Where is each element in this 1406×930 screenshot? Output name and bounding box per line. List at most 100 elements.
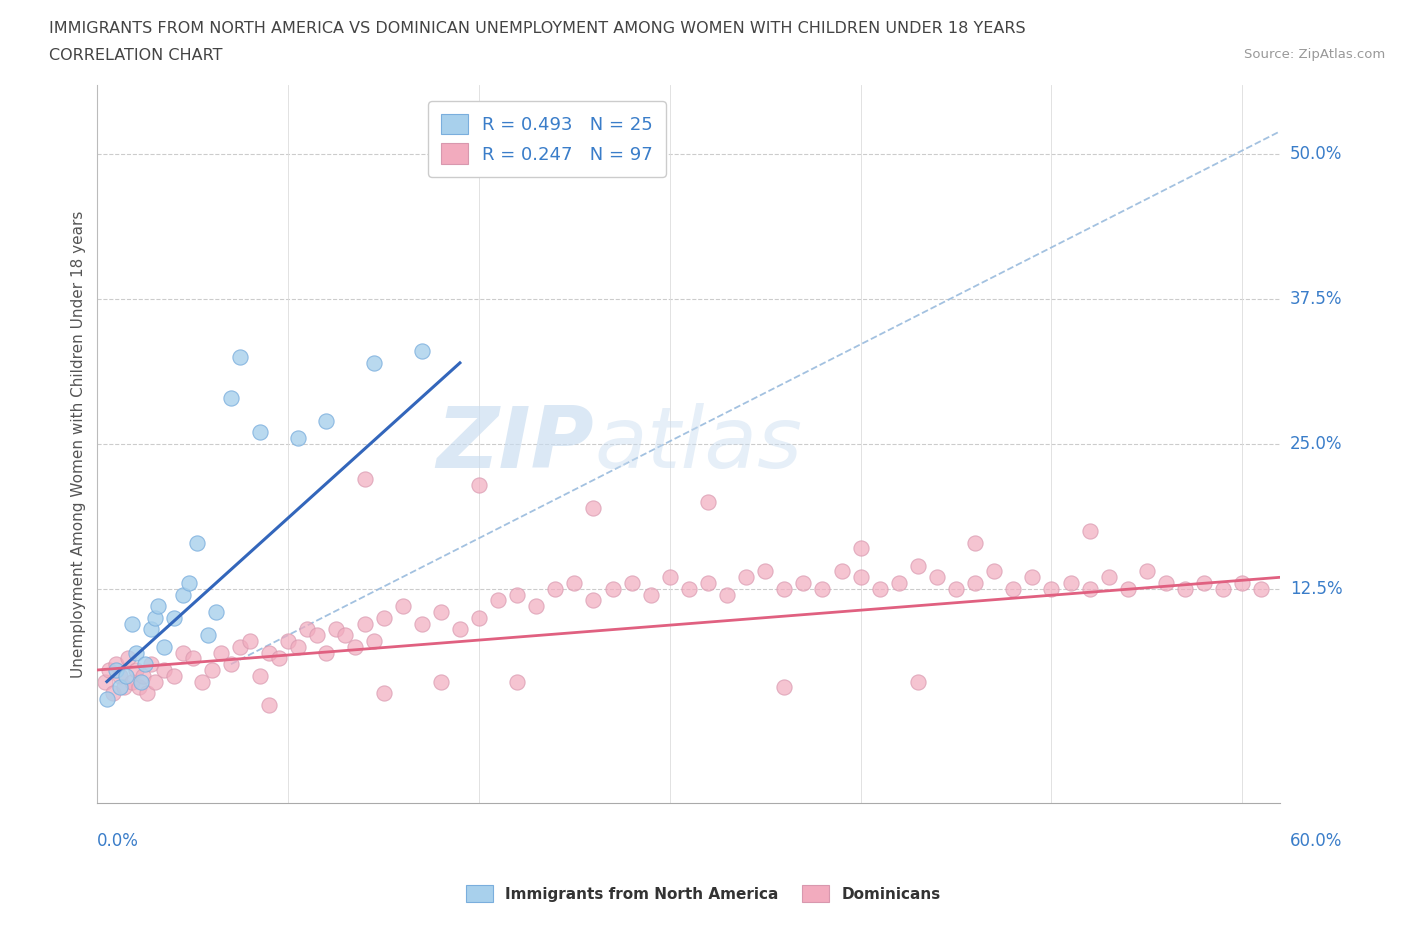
Point: [287, 639, 309, 654]
Legend: R = 0.493   N = 25, R = 0.247   N = 97: R = 0.493 N = 25, R = 0.247 N = 97: [429, 101, 665, 177]
Point: [965, 576, 987, 591]
Point: [229, 639, 252, 654]
Point: [735, 570, 758, 585]
Point: [129, 674, 152, 689]
Point: [201, 662, 224, 677]
Text: Source: ZipAtlas.com: Source: ZipAtlas.com: [1244, 48, 1385, 61]
Point: [112, 680, 135, 695]
Point: [353, 472, 375, 486]
Point: [1116, 581, 1139, 596]
Point: [287, 431, 309, 445]
Point: [101, 685, 124, 700]
Point: [1098, 570, 1121, 585]
Point: [257, 645, 280, 660]
Point: [524, 599, 547, 614]
Point: [773, 581, 796, 596]
Text: CORRELATION CHART: CORRELATION CHART: [49, 48, 222, 63]
Point: [1078, 581, 1101, 596]
Point: [1232, 576, 1254, 591]
Point: [1040, 581, 1063, 596]
Point: [181, 651, 204, 666]
Point: [94, 674, 117, 689]
Point: [177, 576, 200, 591]
Point: [697, 576, 720, 591]
Point: [411, 617, 433, 631]
Point: [849, 570, 872, 585]
Point: [121, 617, 143, 631]
Text: IMMIGRANTS FROM NORTH AMERICA VS DOMINICAN UNEMPLOYMENT AMONG WOMEN WITH CHILDRE: IMMIGRANTS FROM NORTH AMERICA VS DOMINIC…: [49, 21, 1026, 36]
Point: [105, 657, 128, 671]
Point: [128, 680, 150, 695]
Y-axis label: Unemployment Among Women with Children Under 18 years: Unemployment Among Women with Children U…: [72, 210, 86, 678]
Point: [335, 628, 357, 643]
Point: [1154, 576, 1177, 591]
Point: [907, 558, 929, 573]
Point: [449, 622, 471, 637]
Point: [430, 604, 453, 619]
Point: [124, 645, 146, 660]
Point: [373, 610, 395, 625]
Point: [697, 495, 720, 510]
Point: [257, 698, 280, 712]
Point: [229, 350, 252, 365]
Point: [468, 610, 491, 625]
Point: [219, 391, 242, 405]
Point: [148, 599, 170, 614]
Point: [134, 657, 156, 671]
Point: [143, 674, 166, 689]
Point: [1078, 524, 1101, 538]
Point: [430, 674, 453, 689]
Point: [315, 414, 337, 429]
Point: [544, 581, 567, 596]
Point: [945, 581, 967, 596]
Point: [391, 599, 413, 614]
Point: [678, 581, 700, 596]
Point: [172, 645, 194, 660]
Point: [754, 564, 776, 578]
Point: [197, 628, 219, 643]
Point: [1192, 576, 1215, 591]
Point: [373, 685, 395, 700]
Point: [315, 645, 337, 660]
Point: [1136, 564, 1159, 578]
Point: [191, 674, 214, 689]
Point: [716, 587, 738, 602]
Point: [353, 617, 375, 631]
Point: [1212, 581, 1234, 596]
Point: [97, 662, 120, 677]
Text: 50.0%: 50.0%: [1289, 145, 1343, 164]
Point: [363, 355, 385, 370]
Point: [1021, 570, 1043, 585]
Point: [564, 576, 586, 591]
Text: ZIP: ZIP: [437, 403, 595, 485]
Point: [132, 669, 155, 684]
Point: [965, 535, 987, 550]
Point: [486, 593, 509, 608]
Point: [305, 628, 328, 643]
Point: [983, 564, 1005, 578]
Point: [163, 610, 186, 625]
Point: [582, 500, 605, 515]
Point: [640, 587, 662, 602]
Point: [163, 669, 186, 684]
Point: [115, 669, 138, 684]
Point: [1250, 581, 1272, 596]
Point: [925, 570, 948, 585]
Point: [139, 622, 162, 637]
Point: [773, 680, 796, 695]
Point: [468, 477, 491, 492]
Point: [121, 674, 143, 689]
Point: [849, 541, 872, 556]
Point: [110, 680, 132, 695]
Point: [136, 685, 159, 700]
Point: [343, 639, 366, 654]
Text: 12.5%: 12.5%: [1289, 580, 1343, 598]
Point: [325, 622, 347, 637]
Point: [582, 593, 605, 608]
Point: [186, 535, 208, 550]
Point: [887, 576, 910, 591]
Text: 25.0%: 25.0%: [1289, 435, 1343, 453]
Legend: Immigrants from North America, Dominicans: Immigrants from North America, Dominican…: [460, 879, 946, 909]
Point: [209, 645, 232, 660]
Point: [792, 576, 814, 591]
